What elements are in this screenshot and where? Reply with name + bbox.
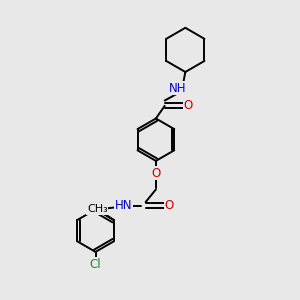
Text: O: O	[151, 167, 160, 180]
Text: HN: HN	[115, 199, 132, 212]
Text: O: O	[164, 199, 174, 212]
Text: Cl: Cl	[90, 258, 101, 271]
Text: O: O	[184, 99, 193, 112]
Text: CH₃: CH₃	[87, 204, 108, 214]
Text: NH: NH	[169, 82, 187, 95]
